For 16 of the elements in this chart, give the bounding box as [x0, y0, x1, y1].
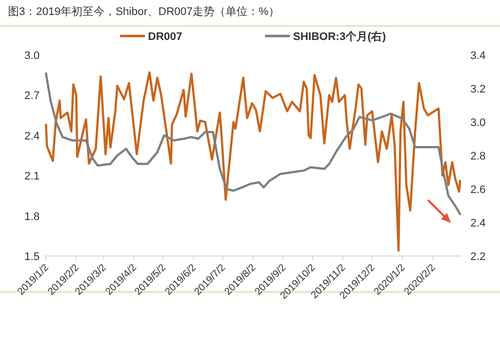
- y2tick: 2.8: [470, 150, 486, 162]
- y2tick: 3.0: [470, 117, 486, 129]
- ytick: 2.1: [24, 170, 40, 183]
- ytick: 1.8: [24, 210, 40, 223]
- ytick: 1.5: [24, 251, 40, 263]
- ytick: 3.0: [24, 50, 40, 62]
- y2tick: 3.2: [470, 84, 486, 96]
- y2tick: 3.4: [470, 50, 486, 62]
- y2tick: 2.4: [470, 218, 486, 230]
- legend: DR007: [148, 31, 182, 43]
- legend: SHIBOR:3个月(右): [293, 31, 386, 43]
- y2tick: 2.2: [470, 251, 486, 263]
- ytick: 2.4: [24, 130, 40, 142]
- title: 图3：2019年初至今，Shibor、DR007走势（单位：%）: [8, 6, 280, 18]
- y2tick: 2.6: [470, 184, 486, 196]
- ytick: 2.7: [24, 90, 40, 102]
